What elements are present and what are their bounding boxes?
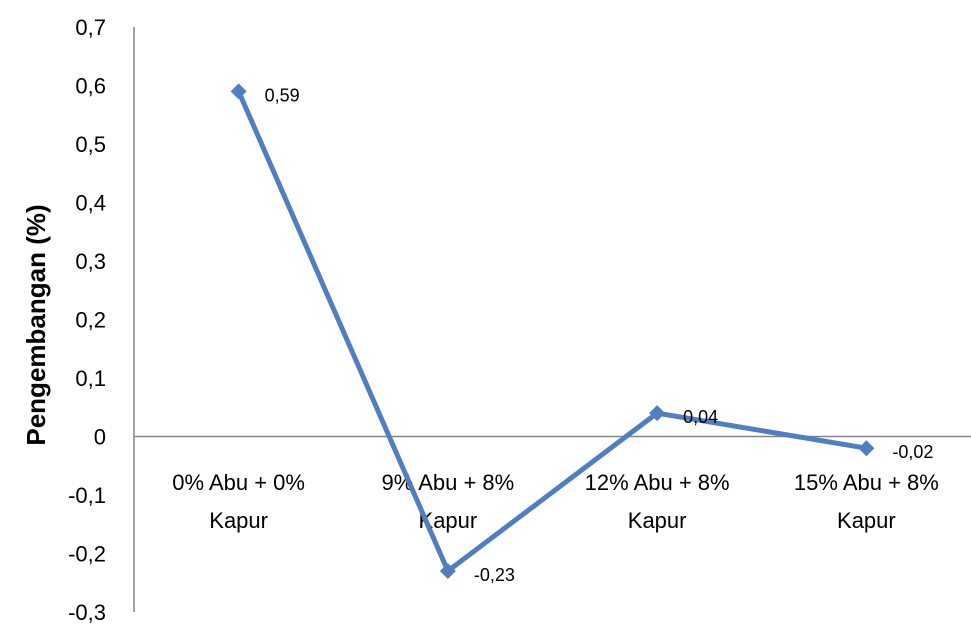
y-axis-title: Pengembangan (%) — [21, 204, 51, 445]
data-point-marker — [649, 405, 666, 422]
y-tick-label: 0,2 — [75, 308, 106, 333]
y-tick-label: 0,4 — [75, 191, 106, 216]
y-tick-label: 0,6 — [75, 74, 106, 99]
data-point-marker — [439, 563, 456, 580]
y-axis-label: Pengembangan (%) — [21, 204, 51, 445]
series-group — [230, 83, 875, 580]
y-tick-label: 0,5 — [75, 132, 106, 157]
data-label: 0,59 — [265, 85, 300, 105]
category-label: Kapur — [837, 508, 896, 533]
category-label: 9% Abu + 8% — [382, 470, 515, 495]
data-point-marker — [858, 440, 875, 457]
data-label: -0,23 — [474, 565, 515, 585]
data-label: 0,04 — [683, 407, 718, 427]
y-tick-label: -0,1 — [68, 483, 106, 508]
series-line — [236, 90, 867, 574]
category-label: 15% Abu + 8% — [794, 470, 939, 495]
y-tick-label: -0,3 — [68, 600, 106, 625]
category-label: Kapur — [628, 508, 687, 533]
y-tick-labels: 0,7 0,6 0,5 0,4 0,3 0,2 0,1 0 -0,1 -0,2 -0,3 — [68, 15, 106, 625]
data-label: -0,02 — [892, 442, 933, 462]
category-label: 0% Abu + 0% — [172, 470, 305, 495]
y-tick-label: -0,2 — [68, 542, 106, 567]
category-label: Kapur — [209, 508, 268, 533]
y-tick-label: 0,3 — [75, 249, 106, 274]
data-labels: 0,59 -0,23 0,04 -0,02 — [265, 85, 934, 585]
data-point-marker — [230, 83, 247, 100]
y-tick-label: 0 — [94, 425, 106, 450]
y-tick-label: 0,1 — [75, 366, 106, 391]
y-tick-label: 0,7 — [75, 15, 106, 40]
category-labels: 0% Abu + 0% Kapur 9% Abu + 8% Kapur 12% Abu … — [172, 470, 939, 533]
category-label: 12% Abu + 8% — [585, 470, 730, 495]
